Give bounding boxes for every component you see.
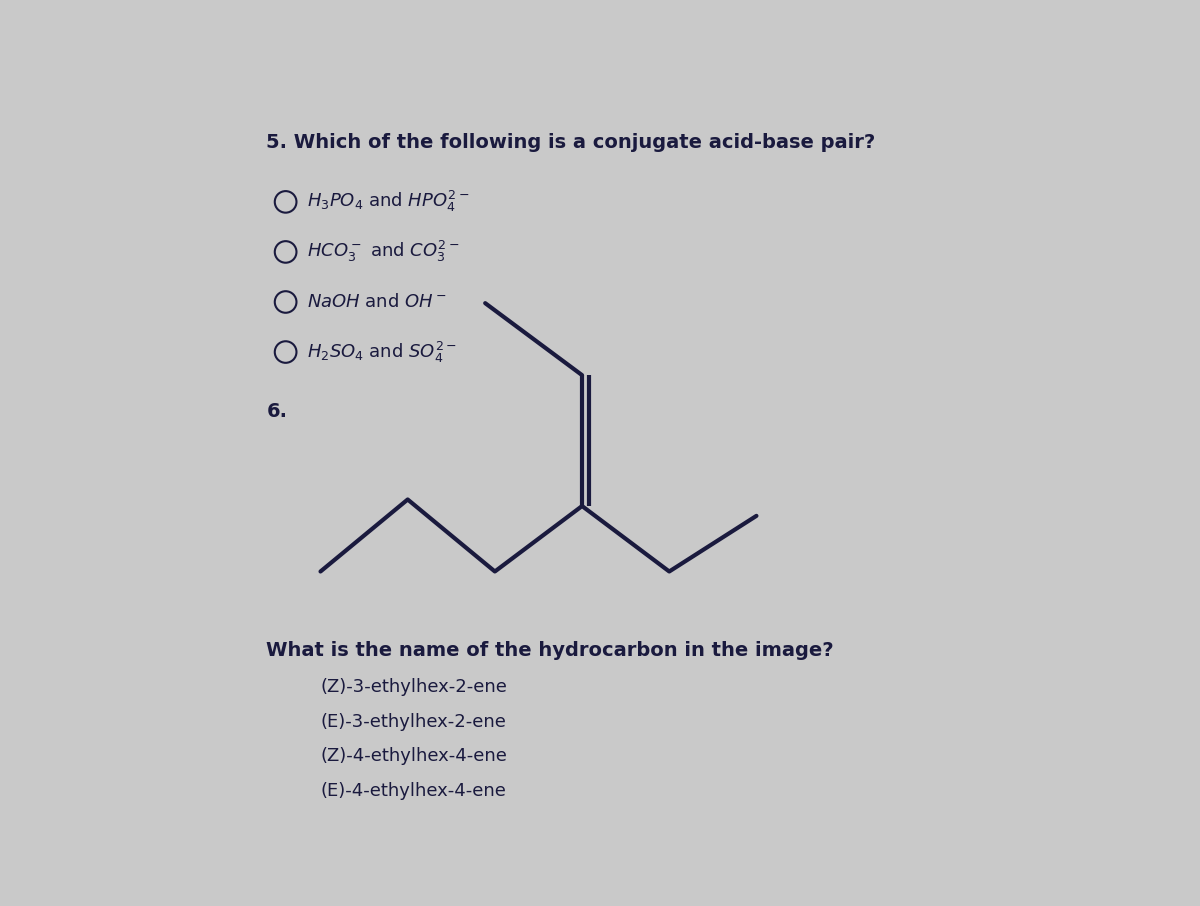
Text: $\it{H_3PO_4}$ $\rm{and}$ $\it{H}\it{PO_4^{2-}}$: $\it{H_3PO_4}$ $\rm{and}$ $\it{H}\it{PO_… — [307, 189, 469, 215]
Text: (Z)-4-ethylhex-4-ene: (Z)-4-ethylhex-4-ene — [320, 747, 508, 766]
Text: (E)-4-ethylhex-4-ene: (E)-4-ethylhex-4-ene — [320, 782, 506, 800]
Text: (E)-3-ethylhex-2-ene: (E)-3-ethylhex-2-ene — [320, 713, 506, 730]
Text: 5. Which of the following is a conjugate acid-base pair?: 5. Which of the following is a conjugate… — [266, 132, 876, 151]
Text: $\it{H_2SO_4}$ $\rm{and}$ $\it{SO_4^{2-}}$: $\it{H_2SO_4}$ $\rm{and}$ $\it{SO_4^{2-}… — [307, 340, 457, 364]
Text: $\it{NaOH}$ $\rm{and}$ $\it{OH^-}$: $\it{NaOH}$ $\rm{and}$ $\it{OH^-}$ — [307, 293, 448, 311]
Text: 6.: 6. — [266, 402, 287, 421]
Text: What is the name of the hydrocarbon in the image?: What is the name of the hydrocarbon in t… — [266, 641, 834, 660]
Text: $\it{HCO_3^-}$ $\rm{and}$ $\it{CO_3^{2-}}$: $\it{HCO_3^-}$ $\rm{and}$ $\it{CO_3^{2-}… — [307, 239, 460, 265]
Text: (Z)-3-ethylhex-2-ene: (Z)-3-ethylhex-2-ene — [320, 678, 508, 696]
